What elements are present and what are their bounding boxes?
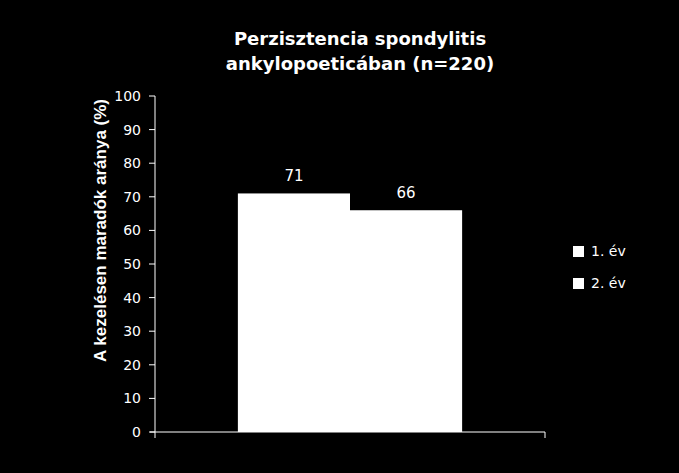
bar — [350, 210, 462, 432]
legend-swatch — [573, 246, 584, 257]
legend-label: 2. év — [591, 275, 626, 291]
y-tick-label: 50 — [123, 256, 141, 272]
y-tick — [149, 398, 155, 399]
x-tick — [155, 432, 156, 438]
x-tick — [545, 432, 546, 438]
y-tick — [149, 264, 155, 265]
y-tick — [149, 230, 155, 231]
y-tick-label: 90 — [123, 122, 141, 138]
title-line: ankylopoeticában (n=220) — [226, 53, 494, 74]
data-label: 71 — [284, 167, 303, 185]
y-tick — [149, 364, 155, 365]
y-tick-label: 0 — [132, 424, 141, 440]
y-tick — [149, 129, 155, 130]
y-axis-label: A kezelésen maradók aránya (%) — [91, 99, 110, 362]
bar — [238, 193, 350, 432]
y-tick-label: 20 — [123, 357, 141, 373]
y-tick — [149, 331, 155, 332]
title: Perzisztencia spondylitis ankylopoeticába… — [226, 28, 494, 74]
y-tick-label: 60 — [123, 222, 141, 238]
bars — [238, 193, 462, 432]
y-tick-label: 70 — [123, 189, 141, 205]
background — [0, 0, 679, 473]
y-tick — [149, 96, 155, 97]
y-tick-label: 100 — [114, 88, 141, 104]
y-tick — [149, 163, 155, 164]
y-tick — [149, 432, 155, 433]
y-tick — [149, 297, 155, 298]
y-tick-label: 80 — [123, 155, 141, 171]
y-tick — [149, 196, 155, 197]
data-label: 66 — [397, 184, 416, 202]
legend-swatch — [573, 278, 584, 289]
title-line: Perzisztencia spondylitis — [234, 28, 486, 49]
y-tick-label: 40 — [123, 290, 141, 306]
legend-label: 1. év — [591, 243, 626, 259]
y-tick-label: 30 — [123, 323, 141, 339]
y-tick-label: 10 — [123, 390, 141, 406]
chart: Perzisztencia spondylitis ankylopoeticába… — [0, 0, 679, 473]
